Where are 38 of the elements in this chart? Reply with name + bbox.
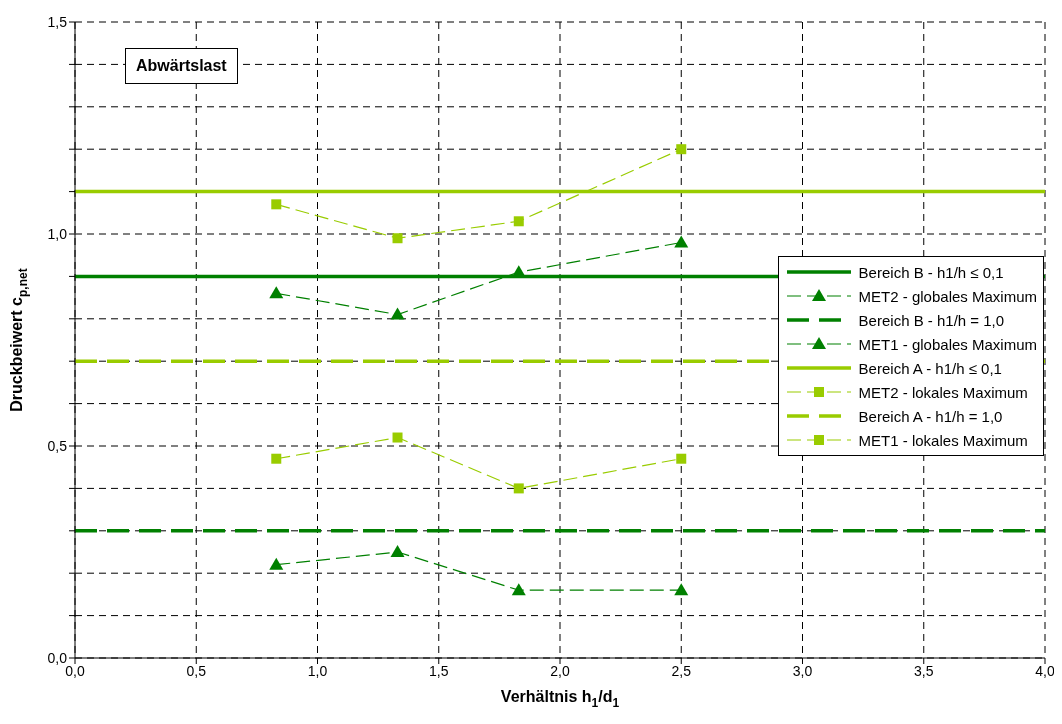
point [676,453,687,464]
point [390,307,405,320]
point [511,583,526,596]
point [390,545,405,557]
annotation: Abwärtslast [125,48,238,84]
legend-label: Bereich B - h1/h = 1,0 [858,311,1005,329]
legend-label: Bereich B - h1/h ≤ 0,1 [858,263,1004,281]
y-tick-label: 0,0 [47,649,68,666]
x-tick-label: 4,0 [1035,662,1055,679]
x-tick-label: 3,0 [792,662,813,679]
point [676,144,687,155]
legend-label: Bereich A - h1/h ≤ 0,1 [858,359,1002,377]
x-tick-label: 1,5 [429,662,449,679]
x-tick-label: 2,0 [550,662,570,679]
x-tick-label: 1,0 [307,662,328,679]
point [674,583,689,596]
point [513,216,524,227]
point [513,483,524,494]
point [271,453,282,464]
x-axis-title: Verhältnis h$_{1}$/d$_{1}$ [500,688,620,710]
legend-label: MET1 - globales Maximum [858,335,1037,353]
x-tick-label: 0,5 [186,662,207,679]
x-tick-label: 0,0 [65,662,85,679]
legend-label: MET2 - globales Maximum [858,287,1037,305]
x-tick-label: 3,5 [914,662,934,679]
legend-label: MET1 - lokales Maximum [858,431,1028,449]
legend-label: MET2 - lokales Maximum [858,383,1028,401]
y-tick-label: 1,0 [47,225,68,242]
point [392,432,403,443]
y-tick-label: 1,5 [47,13,68,30]
point [271,199,282,210]
point [269,286,284,299]
point [674,235,689,248]
point [392,233,403,244]
legend-label: Bereich A - h1/h = 1,0 [858,407,1003,425]
point [269,557,284,570]
x-tick-label: 2,5 [671,662,692,679]
y-tick-label: 0,5 [47,437,68,454]
